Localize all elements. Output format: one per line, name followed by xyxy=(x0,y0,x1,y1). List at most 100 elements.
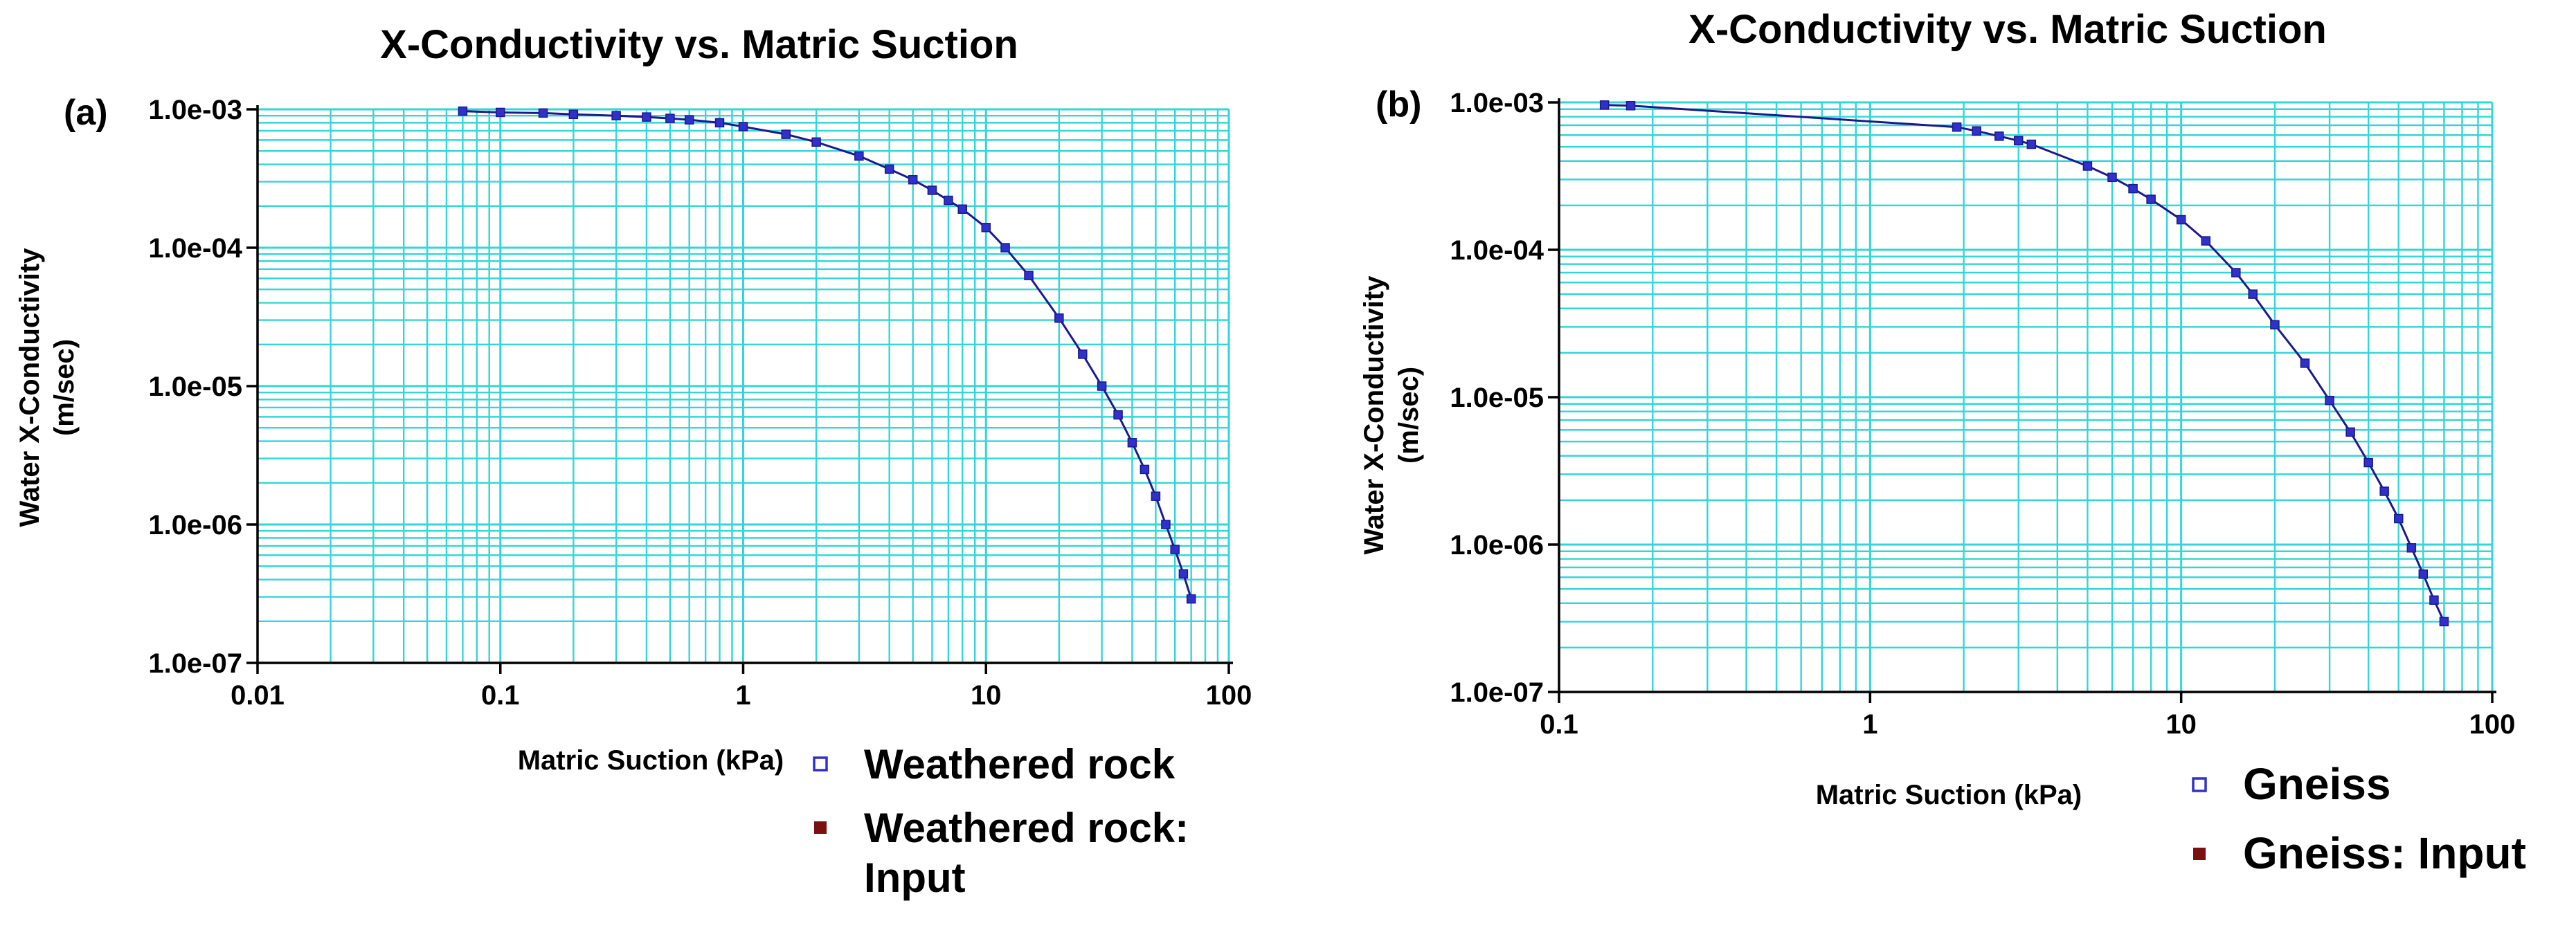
data-point xyxy=(1054,313,1064,323)
data-point xyxy=(684,115,694,125)
data-point xyxy=(1127,438,1137,448)
y-tick-label: 1.0e-05 xyxy=(148,372,242,402)
x-tick-label: 0.01 xyxy=(231,680,285,711)
data-point xyxy=(1151,491,1161,501)
data-point xyxy=(1170,545,1180,554)
x-axis-label: Matric Suction (kPa) xyxy=(1816,780,2082,810)
y-axis-label: Water X-Conductivity (m/sec) xyxy=(15,248,80,527)
y-tick-label: 1.0e-04 xyxy=(148,233,242,264)
x-tick-label: 1 xyxy=(1862,709,1877,740)
legend-label: Weathered rock xyxy=(864,741,1176,787)
data-point xyxy=(2082,161,2093,171)
series-weathered-rock xyxy=(458,106,1196,604)
data-point xyxy=(538,108,548,118)
data-point xyxy=(2128,183,2138,194)
chart-panel-a: X-Conductivity vs. Matric Suction (a) 1.0e… xyxy=(15,22,1252,901)
grid-lines xyxy=(256,108,1230,664)
data-point xyxy=(811,137,821,147)
data-point xyxy=(1186,594,1196,604)
data-point xyxy=(2146,194,2156,204)
data-point xyxy=(2363,457,2373,468)
legend: Gneiss Gneiss: Input xyxy=(2192,759,2526,878)
panel-label: (b) xyxy=(1376,84,1421,125)
y-axis-label-line: (m/sec) xyxy=(49,339,80,436)
data-point xyxy=(1161,520,1171,529)
data-point xyxy=(854,151,864,161)
legend-symbol-open-square xyxy=(2192,777,2207,792)
series-gneiss xyxy=(1599,100,2449,627)
x-tick-label: 0.1 xyxy=(481,680,520,711)
data-point xyxy=(1024,271,1034,280)
legend-symbol-filled-square xyxy=(814,821,827,834)
data-point xyxy=(1952,122,1962,132)
x-axis-label: Matric Suction (kPa) xyxy=(518,745,784,776)
data-point xyxy=(2201,236,2210,246)
data-point xyxy=(2429,595,2439,605)
x-tick-label: 10 xyxy=(971,680,1002,711)
legend-label: Weathered rock: xyxy=(864,805,1189,851)
legend-label: Gneiss xyxy=(2243,759,2390,809)
data-point xyxy=(458,106,468,116)
data-point xyxy=(2013,136,2024,146)
y-axis-label-line: Water X-Conductivity xyxy=(15,248,45,527)
data-point xyxy=(1625,100,1636,111)
data-point xyxy=(981,223,991,232)
data-point xyxy=(944,195,953,206)
data-point xyxy=(1000,243,1010,253)
x-tick-label: 100 xyxy=(2469,709,2516,740)
data-point xyxy=(2176,215,2186,225)
data-point xyxy=(1140,464,1150,475)
data-point xyxy=(2300,358,2310,368)
data-point xyxy=(781,129,791,139)
data-point xyxy=(2026,139,2037,149)
chart-panel-b: X-Conductivity vs. Matric Suction (b) 1.0e… xyxy=(1359,7,2526,878)
grid-lines xyxy=(1558,101,2494,693)
data-point xyxy=(957,204,968,214)
legend-label: Gneiss: Input xyxy=(2243,828,2526,878)
y-tick-label: 1.0e-03 xyxy=(1450,88,1544,118)
data-point xyxy=(2325,395,2334,405)
data-point xyxy=(2379,486,2389,496)
data-point xyxy=(2231,268,2241,277)
data-point xyxy=(1178,569,1189,579)
y-tick-label: 1.0e-06 xyxy=(148,510,242,540)
y-axis-label-line: (m/sec) xyxy=(1394,367,1424,464)
x-tick-label: 10 xyxy=(2165,709,2197,740)
x-tick-label: 0.1 xyxy=(1540,709,1578,740)
data-point xyxy=(884,164,894,174)
y-axis-label: Water X-Conductivity (m/sec) xyxy=(1359,275,1424,555)
legend-symbol-open-square xyxy=(813,756,828,772)
y-tick-label: 1.0e-07 xyxy=(148,648,242,679)
data-point xyxy=(665,113,675,123)
data-point xyxy=(2418,569,2429,579)
data-point xyxy=(2248,289,2258,299)
y-axis-label-line: Water X-Conductivity xyxy=(1359,275,1389,555)
data-point xyxy=(611,111,621,120)
data-point xyxy=(1599,100,1610,110)
y-tick-label: 1.0e-03 xyxy=(148,95,242,125)
data-point xyxy=(496,107,505,118)
chart-title: X-Conductivity vs. Matric Suction xyxy=(1688,7,2327,52)
data-point xyxy=(1972,126,1981,136)
data-point xyxy=(2270,320,2280,330)
data-point xyxy=(568,109,579,119)
data-point xyxy=(2107,172,2117,183)
data-point xyxy=(2393,513,2404,524)
data-point xyxy=(1994,131,2004,141)
data-point xyxy=(2345,427,2355,437)
y-tick-label: 1.0e-07 xyxy=(1450,677,1544,708)
data-point xyxy=(1097,381,1107,391)
legend-symbol-filled-square xyxy=(2193,848,2206,860)
panel-label: (a) xyxy=(64,93,108,133)
legend: Weathered rock Weathered rock:Input xyxy=(813,741,1189,901)
y-tick-label: 1.0e-05 xyxy=(1450,383,1544,413)
data-point xyxy=(2439,617,2449,627)
y-tick-label: 1.0e-04 xyxy=(1450,235,1544,266)
y-tick-label: 1.0e-06 xyxy=(1450,530,1544,560)
data-point xyxy=(908,174,918,185)
data-point xyxy=(1113,410,1123,420)
data-point xyxy=(1078,349,1088,359)
data-point xyxy=(2406,542,2417,553)
